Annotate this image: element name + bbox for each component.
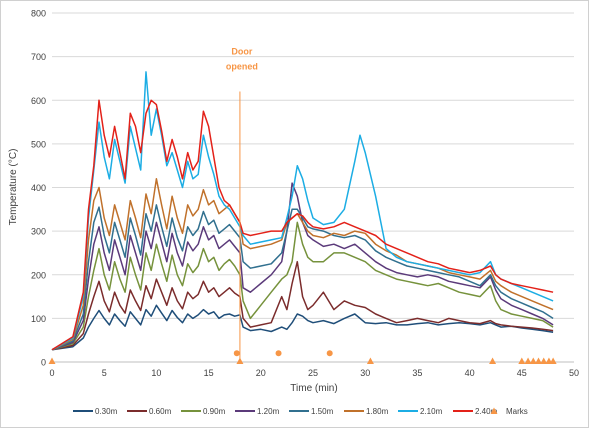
y-tick-label: 500 (31, 139, 46, 149)
marks-layer (48, 350, 557, 364)
mark-triangle (540, 357, 548, 364)
legend: 0.30m 0.60m 0.90m 1.20m 1.50m 1.80m 2.10m 2.40m… (73, 407, 528, 416)
mark-triangle (535, 357, 543, 364)
legend-label: Marks (506, 407, 528, 416)
mark-circle (233, 350, 240, 357)
door-annotation-label-line1: Door (231, 46, 252, 56)
legend-label: 1.80m (366, 407, 389, 416)
mark-triangle (489, 357, 497, 364)
mark-triangle (529, 357, 537, 364)
legend-item-0.30m: 0.30m (73, 407, 118, 416)
legend-label: 2.40m (475, 407, 498, 416)
legend-item-0.60m: 0.60m (127, 407, 172, 416)
y-tick-label: 800 (31, 9, 46, 19)
x-tick-label: 35 (412, 368, 422, 378)
series-lines (51, 71, 554, 351)
y-tick-label: 100 (31, 314, 46, 324)
x-tick-label: 15 (204, 368, 214, 378)
y-tick-label: 300 (31, 227, 46, 237)
series-line-1.50m (51, 204, 554, 351)
x-tick-label: 25 (308, 368, 318, 378)
legend-marker-swatch (490, 407, 498, 414)
mark-circle (275, 350, 282, 357)
series-line-0.90m (51, 221, 554, 351)
x-tick-label: 40 (465, 368, 475, 378)
legend-item-Marks: Marks (490, 407, 528, 416)
legend-label: 1.20m (257, 407, 280, 416)
series-line-0.60m (51, 260, 554, 351)
x-tick-label: 20 (256, 368, 266, 378)
door-annotation: Door opened (226, 46, 258, 362)
tick-labels: 0 100 200 300 400 500 600 700 800 0 5 10 15 20 25 30 35 4… (31, 9, 579, 379)
legend-item-0.90m: 0.90m (181, 407, 226, 416)
legend-item-2.40m: 2.40m (453, 407, 498, 416)
x-tick-label: 5 (102, 368, 107, 378)
y-tick-label: 200 (31, 270, 46, 280)
series-line-2.40m (51, 99, 554, 351)
series-line-1.20m (51, 182, 554, 351)
legend-label: 0.30m (95, 407, 118, 416)
mark-triangle (524, 357, 532, 364)
legend-item-1.80m: 1.80m (344, 407, 389, 416)
series-line-2.10m (51, 71, 554, 351)
y-tick-label: 700 (31, 52, 46, 62)
mark-triangle (48, 357, 56, 364)
y-tick-label: 0 (41, 358, 46, 368)
gridlines (52, 12, 574, 363)
x-tick-label: 30 (360, 368, 370, 378)
y-tick-label: 600 (31, 96, 46, 106)
legend-item-1.50m: 1.50m (289, 407, 334, 416)
legend-item-1.20m: 1.20m (235, 407, 280, 416)
y-axis-title: Temperature (°C) (8, 149, 19, 226)
mark-triangle (518, 357, 526, 364)
mark-triangle (366, 357, 374, 364)
x-tick-label: 10 (151, 368, 161, 378)
x-tick-label: 0 (49, 368, 54, 378)
mark-circle (326, 350, 333, 357)
x-tick-label: 45 (517, 368, 527, 378)
x-tick-label: 50 (569, 368, 579, 378)
mark-triangle (549, 357, 557, 364)
series-line-1.80m (51, 178, 554, 351)
legend-item-2.10m: 2.10m (398, 407, 443, 416)
legend-label: 0.90m (203, 407, 226, 416)
door-annotation-label-line2: opened (226, 62, 258, 72)
legend-label: 2.10m (420, 407, 443, 416)
x-axis-title: Time (min) (290, 383, 337, 394)
legend-label: 0.60m (149, 407, 172, 416)
series-line-0.30m (51, 304, 554, 351)
y-tick-label: 400 (31, 183, 46, 193)
legend-label: 1.50m (311, 407, 334, 416)
